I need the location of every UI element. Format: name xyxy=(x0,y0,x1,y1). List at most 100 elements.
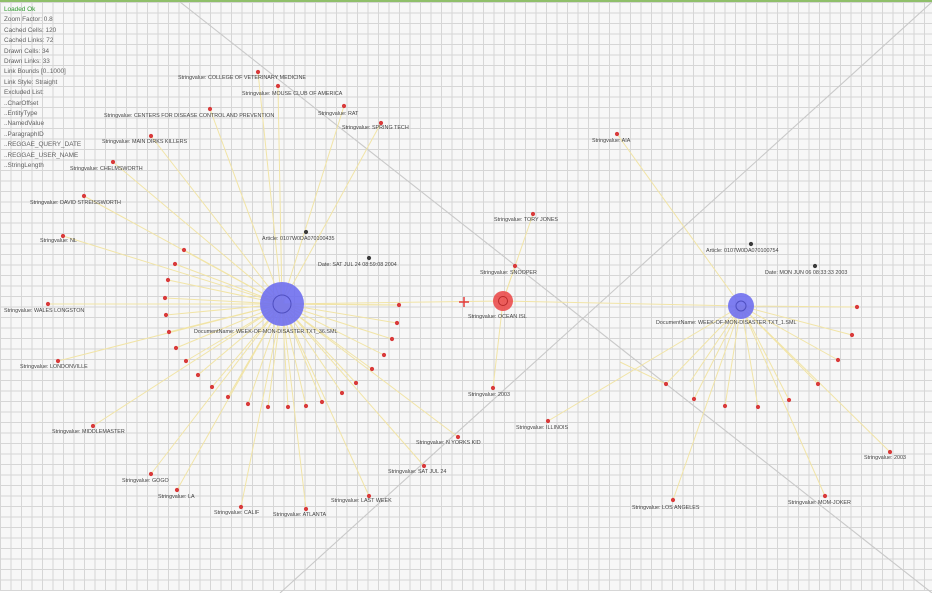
graph-node[interactable] xyxy=(303,506,309,512)
node-label: Stringvalue: N YORKS KID xyxy=(416,440,481,446)
node-label: Stringvalue: SNOOPER xyxy=(480,270,537,276)
graph-node[interactable] xyxy=(389,336,395,342)
graph-node[interactable] xyxy=(421,463,427,469)
graph-node[interactable] xyxy=(369,366,375,372)
hub-node[interactable] xyxy=(260,282,304,326)
edge-line xyxy=(281,303,459,438)
graph-node[interactable] xyxy=(822,493,828,499)
edge-line xyxy=(740,305,790,401)
graph-node[interactable] xyxy=(148,471,154,477)
edge-line xyxy=(616,133,742,307)
graph-node[interactable] xyxy=(614,131,620,137)
graph-node[interactable] xyxy=(835,357,841,363)
node-label: Stringvalue: CHELMSWORTH xyxy=(70,166,143,172)
graph-node[interactable] xyxy=(663,381,669,387)
node-label: Stringvalue: 2003 xyxy=(468,392,510,398)
node-label: Stringvalue: LA xyxy=(158,494,195,500)
graph-node[interactable] xyxy=(255,69,261,75)
node-label: Stringvalue: 2003 xyxy=(864,455,906,461)
graph-node[interactable] xyxy=(381,352,387,358)
graph-node[interactable] xyxy=(207,106,213,112)
graph-node[interactable] xyxy=(849,332,855,338)
graph-node[interactable] xyxy=(378,120,384,126)
graph-node[interactable] xyxy=(455,434,461,440)
graph-node[interactable] xyxy=(245,401,251,407)
edge-line xyxy=(547,305,742,422)
graph-node[interactable] xyxy=(162,295,168,301)
graph-node[interactable] xyxy=(172,261,178,267)
graph-node[interactable] xyxy=(887,449,893,455)
edge-line xyxy=(619,361,667,385)
graph-node[interactable] xyxy=(394,320,400,326)
view-axis-line xyxy=(279,2,932,593)
graph-node[interactable] xyxy=(60,233,66,239)
hub-node-core xyxy=(272,294,292,314)
graph-node[interactable] xyxy=(174,487,180,493)
graph-node[interactable] xyxy=(183,358,189,364)
edge-line xyxy=(740,305,839,361)
graph-node[interactable] xyxy=(353,380,359,386)
graph-node[interactable] xyxy=(722,403,728,409)
excluded-item: ..ParagraphID xyxy=(4,130,44,138)
graph-node[interactable] xyxy=(366,493,372,499)
graph-node[interactable] xyxy=(490,385,496,391)
graph-node[interactable] xyxy=(90,423,96,429)
graph-node[interactable] xyxy=(512,263,518,269)
stat-line: Link Bounds [0..1000] xyxy=(4,68,66,76)
graph-node[interactable] xyxy=(181,247,187,253)
graph-node[interactable] xyxy=(148,133,154,139)
node-label: Stringvalue: GOGO xyxy=(122,478,169,484)
node-label: Stringvalue: WALES LONGSTON xyxy=(4,308,84,314)
graph-node[interactable] xyxy=(173,345,179,351)
graph-node[interactable] xyxy=(238,504,244,510)
graph-node[interactable] xyxy=(545,418,551,424)
graph-node[interactable] xyxy=(275,83,281,89)
stat-line: Link Style: Straight xyxy=(4,78,58,86)
graph-node[interactable] xyxy=(55,358,61,364)
selected-node[interactable] xyxy=(493,291,513,311)
node-label: Stringvalue: SAT JUL 24 xyxy=(388,469,446,475)
edge-line xyxy=(209,108,283,305)
attribute-node[interactable] xyxy=(366,255,372,261)
graph-node[interactable] xyxy=(339,390,345,396)
graph-node[interactable] xyxy=(285,404,291,410)
graph-node[interactable] xyxy=(165,277,171,283)
selected-label: Stringvalue: OCEAN ISL xyxy=(468,314,527,320)
graph-node[interactable] xyxy=(815,381,821,387)
graph-node[interactable] xyxy=(670,497,676,503)
graph-node[interactable] xyxy=(209,384,215,390)
graph-node[interactable] xyxy=(225,394,231,400)
attribute-node[interactable] xyxy=(812,263,818,269)
attribute-node[interactable] xyxy=(748,241,754,247)
graph-node[interactable] xyxy=(166,329,172,335)
graph-node[interactable] xyxy=(691,396,697,402)
node-layer[interactable] xyxy=(45,69,893,512)
graph-node[interactable] xyxy=(786,397,792,403)
node-label: Stringvalue: SPRING TECH xyxy=(342,125,409,131)
graph-node[interactable] xyxy=(341,103,347,109)
attribute-node[interactable] xyxy=(303,229,309,235)
graph-node[interactable] xyxy=(163,312,169,318)
excluded-item: ..REGGAE_QUERY_DATE xyxy=(4,141,82,149)
node-label: Stringvalue: RAT xyxy=(318,111,359,117)
graph-node[interactable] xyxy=(530,211,536,217)
graph-node[interactable] xyxy=(45,301,51,307)
edge-line xyxy=(281,303,370,497)
edge-line xyxy=(740,305,759,408)
graph-node[interactable] xyxy=(396,302,402,308)
edge-line xyxy=(740,305,826,497)
graph-node[interactable] xyxy=(854,304,860,310)
graph-node[interactable] xyxy=(195,372,201,378)
graph-node[interactable] xyxy=(303,403,309,409)
node-label: Date: MON JUN 06 08:33:33 2003 xyxy=(765,270,847,276)
graph-node[interactable] xyxy=(265,404,271,410)
graph-node[interactable] xyxy=(110,159,116,165)
graph-node[interactable] xyxy=(81,193,87,199)
hub-layer[interactable] xyxy=(260,282,754,326)
hub-node[interactable] xyxy=(728,293,754,319)
stat-line: Drawn Links: 33 xyxy=(4,58,50,66)
graph-node[interactable] xyxy=(319,399,325,405)
graph-node[interactable] xyxy=(755,404,761,410)
